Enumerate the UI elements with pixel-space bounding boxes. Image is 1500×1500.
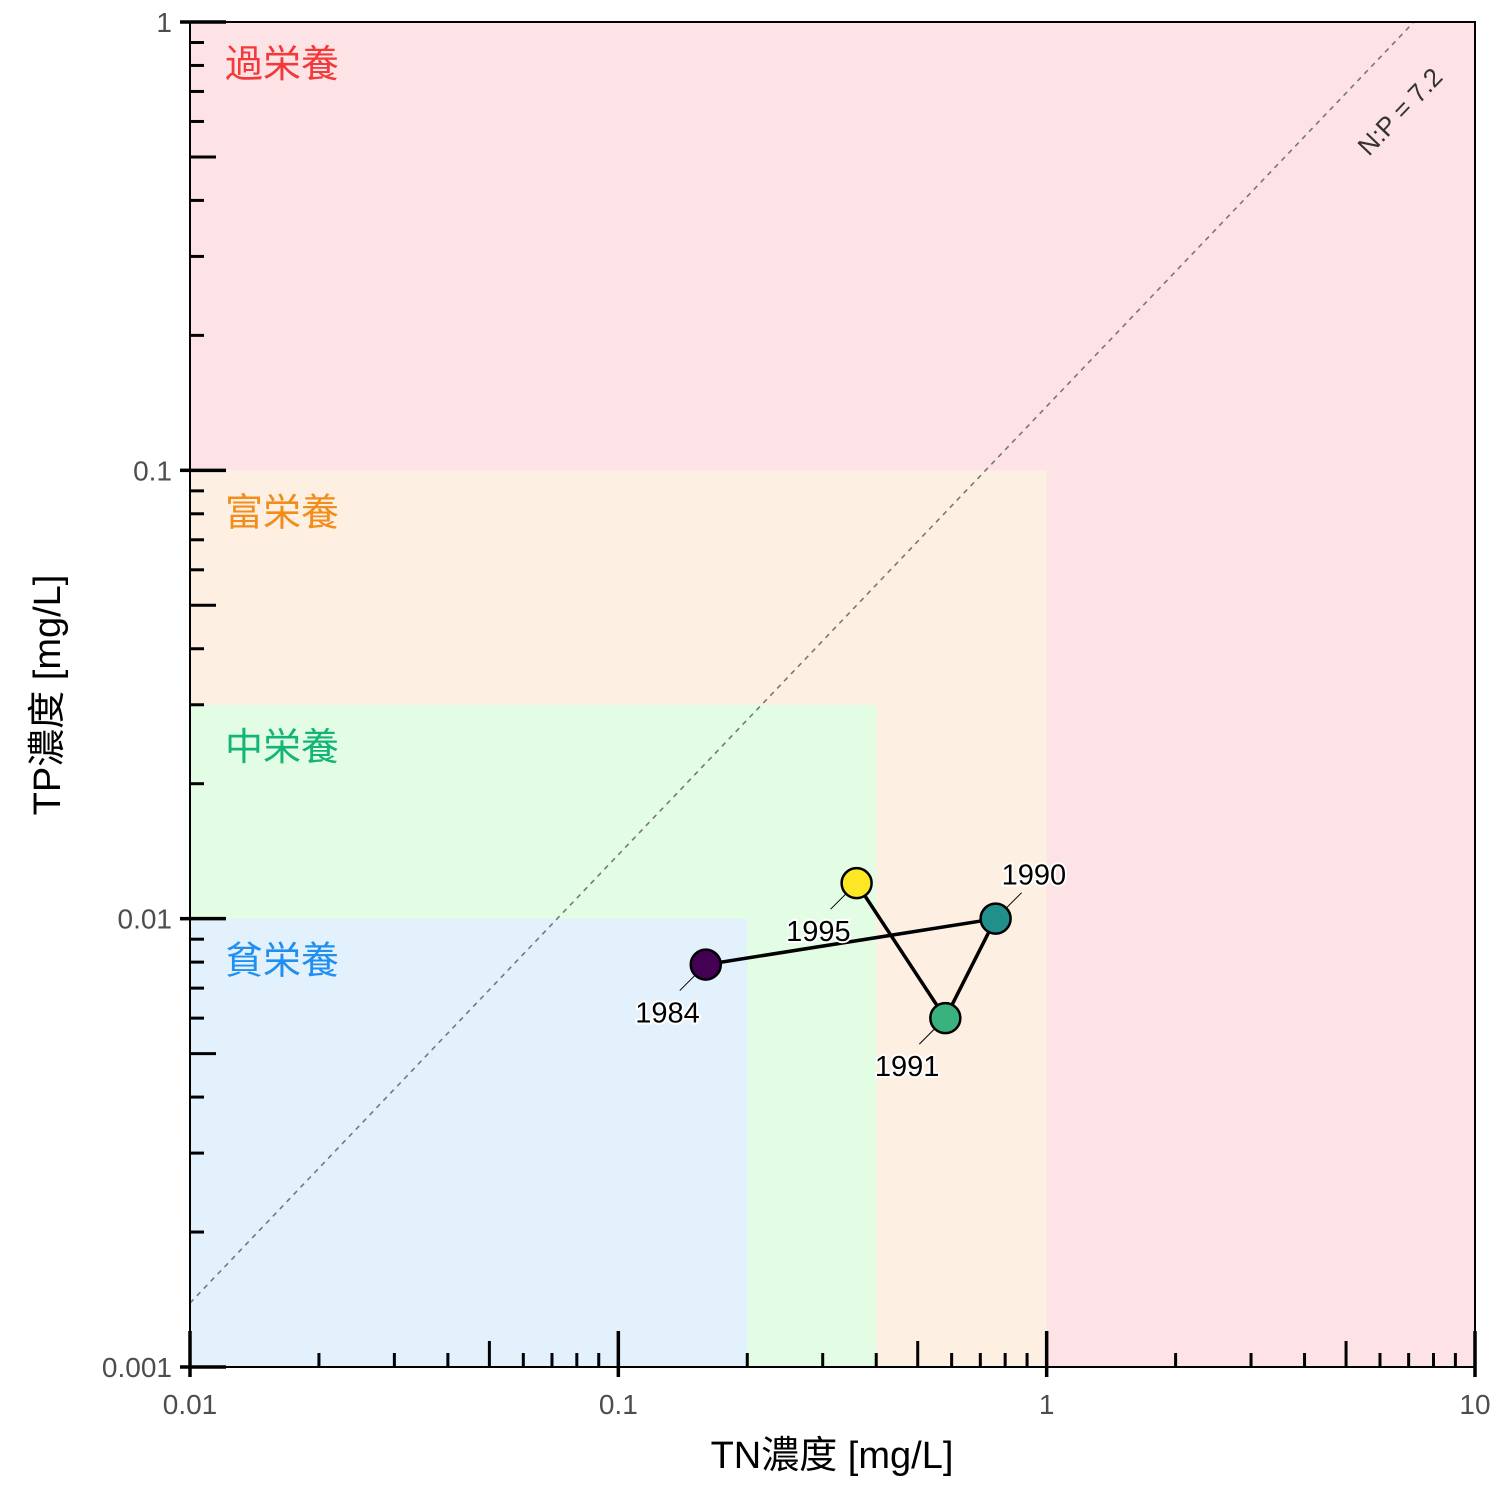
x-tick-label-1: 1 [1039, 1389, 1055, 1420]
zone-1-label: 過栄養 [225, 42, 339, 86]
x-tick-label-0-01: 0.01 [163, 1389, 218, 1420]
series-1-path [705, 882, 998, 1020]
point-1990 [979, 902, 1012, 935]
y-tick-label-0-1: 0.1 [133, 455, 172, 486]
zone-3-label: 中栄養 [225, 725, 339, 769]
x-axis-title: TN濃度 [mg/L] [711, 1435, 954, 1477]
point-1995 [840, 866, 873, 900]
point-1990-label: 1990 [1002, 860, 1067, 892]
y-axis-title: TP濃度 [mg/L] [27, 575, 69, 816]
y-tick-label-0-01: 0.01 [118, 904, 173, 935]
point-1991-label: 1991 [875, 1051, 940, 1083]
point-1984-label: 1984 [635, 998, 700, 1030]
zone-2-label: 富栄養 [225, 490, 339, 534]
point-1995-label: 1995 [786, 916, 851, 948]
point-1984 [689, 948, 723, 981]
y-tick-label-0-001: 0.001 [102, 1352, 172, 1383]
point-1991 [929, 1001, 962, 1035]
zone-4-area [190, 918, 748, 1367]
x-tick-label-0-1: 0.1 [599, 1389, 638, 1420]
axes: 0.01 0.1 1 10 0.001 0.01 0.1 1 [102, 7, 1491, 1420]
data-series: 1984 1990 1991 1995 [633, 858, 1068, 1085]
zone-4-label: 貧栄養 [225, 939, 339, 983]
x-tick-label-10: 10 [1459, 1389, 1490, 1420]
plot-frame [189, 21, 1476, 1368]
y-tick-label-1: 1 [156, 7, 172, 38]
